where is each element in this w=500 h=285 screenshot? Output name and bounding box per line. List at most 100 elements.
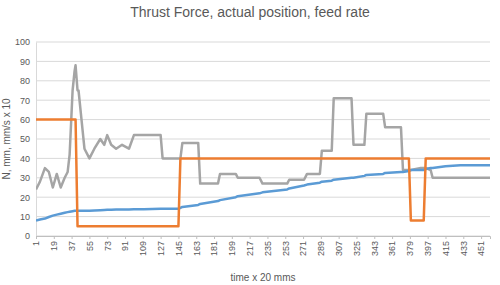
x-tick: 271 bbox=[298, 236, 308, 256]
x-tick-label: 271 bbox=[298, 241, 308, 256]
x-tick-mark bbox=[72, 236, 73, 239]
x-tick-mark bbox=[481, 236, 482, 239]
x-tick-label: 397 bbox=[423, 241, 433, 256]
x-tick: 433 bbox=[459, 236, 469, 256]
y-tick: 0 bbox=[25, 231, 36, 241]
x-tick: 1 bbox=[31, 236, 41, 246]
y-tick: 100 bbox=[15, 37, 36, 47]
x-tick-label: 379 bbox=[405, 241, 415, 256]
y-axis: 0 10 20 30 40 50 60 70 80 90 100 bbox=[15, 37, 37, 241]
x-tick: 343 bbox=[370, 236, 380, 256]
x-tick-label: 343 bbox=[370, 241, 380, 256]
x-tick-mark bbox=[410, 236, 411, 239]
x-tick-label: 415 bbox=[441, 241, 451, 256]
x-tick-mark bbox=[303, 236, 304, 239]
x-tick-label: 235 bbox=[263, 241, 273, 256]
x-tick-label: 55 bbox=[85, 241, 95, 251]
x-tick-mark bbox=[428, 236, 429, 239]
series-line bbox=[36, 165, 490, 220]
grid-line bbox=[36, 61, 490, 62]
x-axis: 1 19 37 55 73 91 109 127 145 163 181 199 217 235 253 27… bbox=[31, 236, 490, 256]
x-tick: 289 bbox=[316, 236, 326, 256]
y-tick: 20 bbox=[20, 193, 36, 203]
x-tick: 379 bbox=[405, 236, 415, 256]
x-tick-label: 451 bbox=[476, 241, 486, 256]
y-tick: 40 bbox=[20, 154, 36, 164]
x-tick: 253 bbox=[281, 236, 291, 256]
x-tick: 19 bbox=[49, 236, 59, 251]
x-tick: 91 bbox=[120, 236, 130, 251]
y-tick: 10 bbox=[20, 212, 36, 222]
x-tick-mark bbox=[107, 236, 108, 239]
x-tick-mark bbox=[143, 236, 144, 239]
y-tick-label: 100 bbox=[15, 37, 30, 47]
y-tick-label: 90 bbox=[20, 57, 30, 67]
x-tick-mark bbox=[250, 236, 251, 239]
x-tick-label: 145 bbox=[174, 241, 184, 256]
grid-line bbox=[36, 216, 490, 217]
grid-line bbox=[36, 42, 490, 43]
y-tick-label: 50 bbox=[20, 134, 30, 144]
x-tick: 109 bbox=[138, 236, 148, 256]
x-tick-label: 181 bbox=[209, 241, 219, 256]
y-tick: 50 bbox=[20, 134, 36, 144]
x-tick-mark bbox=[392, 236, 393, 239]
x-tick-label: 325 bbox=[352, 241, 362, 256]
x-tick: 361 bbox=[387, 236, 397, 256]
x-tick-label: 289 bbox=[316, 241, 326, 256]
x-tick: 127 bbox=[156, 236, 166, 256]
x-tick-label: 73 bbox=[103, 241, 113, 251]
x-tick: 397 bbox=[423, 236, 433, 256]
x-tick-label: 307 bbox=[334, 241, 344, 256]
x-tick: 325 bbox=[352, 236, 362, 256]
y-tick-label: 0 bbox=[25, 231, 30, 241]
y-tick-label: 80 bbox=[20, 76, 30, 86]
x-tick-mark bbox=[161, 236, 162, 239]
x-tick-label: 1 bbox=[31, 241, 41, 246]
y-tick: 80 bbox=[20, 76, 36, 86]
y-tick-label: 60 bbox=[20, 115, 30, 125]
y-tick-label: 30 bbox=[20, 173, 30, 183]
x-tick-mark bbox=[321, 236, 322, 239]
x-tick-label: 91 bbox=[120, 241, 130, 251]
x-tick-label: 361 bbox=[387, 241, 397, 256]
x-tick-label: 37 bbox=[67, 241, 77, 251]
x-tick-mark bbox=[339, 236, 340, 239]
grid-line bbox=[36, 177, 490, 178]
chart: Thrust Force, actual position, feed rate… bbox=[0, 0, 500, 285]
plot: 0102030405060708090100119375573911091271… bbox=[15, 37, 491, 256]
x-tick-mark bbox=[374, 236, 375, 239]
x-tick: 73 bbox=[103, 236, 113, 251]
x-axis-line bbox=[37, 237, 491, 240]
x-tick-label: 127 bbox=[156, 241, 166, 256]
x-tick-label: 217 bbox=[245, 241, 255, 256]
x-tick: 145 bbox=[174, 236, 184, 256]
x-tick-label: 19 bbox=[49, 241, 59, 251]
x-tick-mark bbox=[89, 236, 90, 239]
grid bbox=[36, 42, 490, 236]
y-tick: 30 bbox=[20, 173, 36, 183]
y-tick-label: 10 bbox=[20, 212, 30, 222]
x-tick-mark bbox=[214, 236, 215, 239]
x-tick-label: 199 bbox=[227, 241, 237, 256]
x-tick: 307 bbox=[334, 236, 344, 256]
y-axis-title: N, mm, mm/s x 10 bbox=[1, 98, 12, 180]
x-tick-mark bbox=[125, 236, 126, 239]
x-tick: 415 bbox=[441, 236, 451, 256]
x-tick-label: 163 bbox=[192, 241, 202, 256]
x-tick-mark bbox=[267, 236, 268, 239]
x-tick: 37 bbox=[67, 236, 77, 251]
y-tick: 90 bbox=[20, 57, 36, 67]
x-tick-mark bbox=[463, 236, 464, 239]
grid-line bbox=[36, 139, 490, 140]
x-tick: 181 bbox=[209, 236, 219, 256]
x-tick-mark bbox=[445, 236, 446, 239]
x-tick-label: 253 bbox=[281, 241, 291, 256]
y-tick: 70 bbox=[20, 96, 36, 106]
y-tick-label: 70 bbox=[20, 96, 30, 106]
grid-line bbox=[36, 197, 490, 198]
x-tick: 235 bbox=[263, 236, 273, 256]
grid-line bbox=[36, 119, 490, 120]
grid-line bbox=[36, 100, 490, 101]
x-tick-label: 109 bbox=[138, 241, 148, 256]
